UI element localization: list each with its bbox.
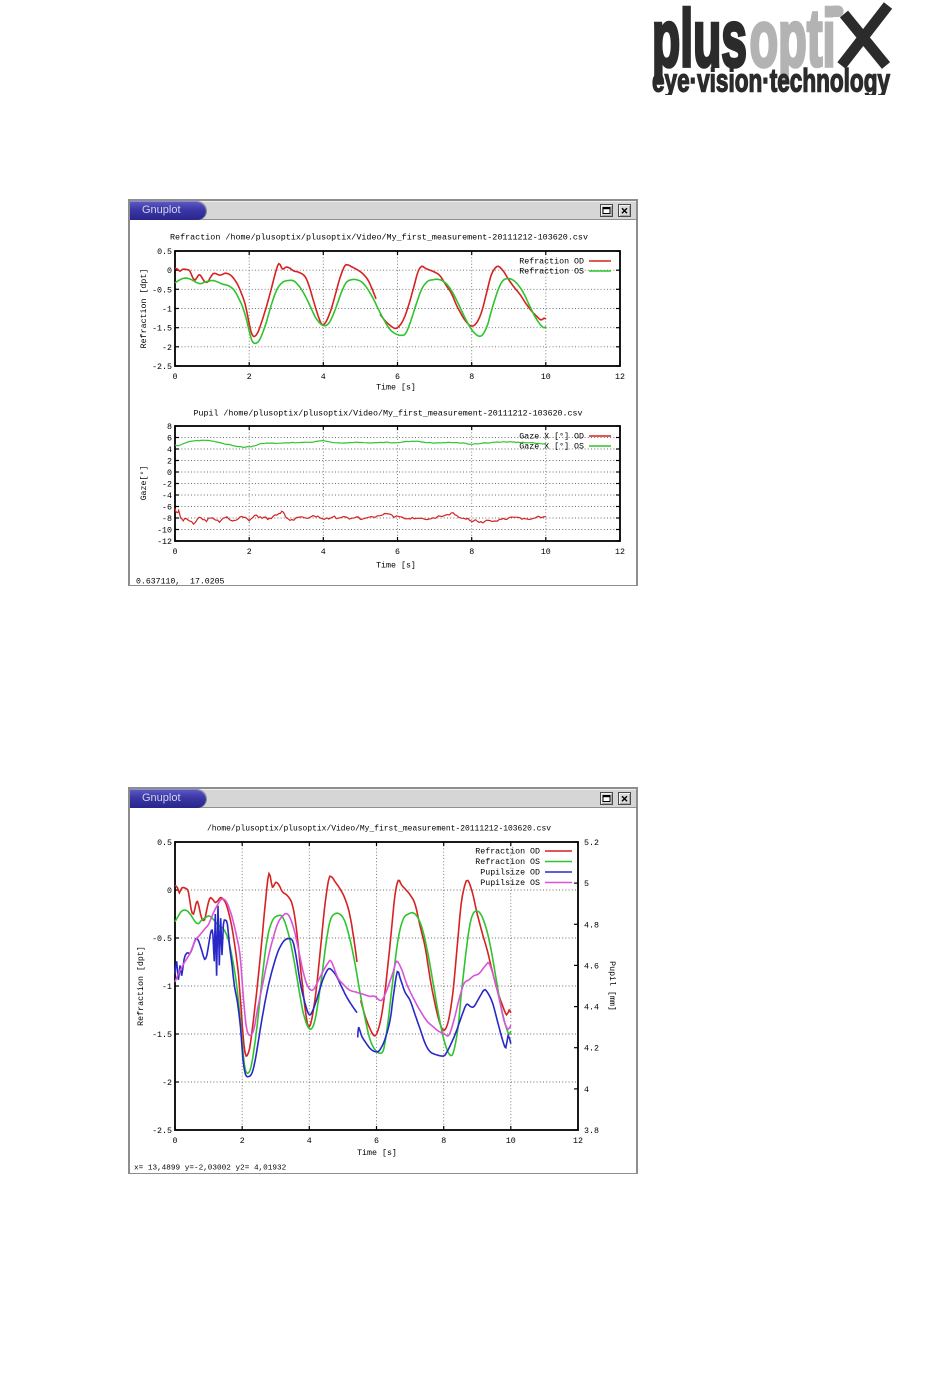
svg-text:-2: -2	[162, 481, 172, 490]
svg-text:10: 10	[541, 548, 551, 557]
svg-text:6: 6	[167, 435, 172, 444]
svg-text:Refraction OS: Refraction OS	[475, 857, 540, 867]
svg-text:-1.5: -1.5	[152, 1031, 172, 1040]
svg-text:Refraction OS: Refraction OS	[519, 267, 584, 277]
svg-text:eye·vision·technology: eye·vision·technology	[652, 62, 890, 95]
svg-text:0: 0	[173, 373, 178, 382]
svg-text:Time [s]: Time [s]	[376, 561, 416, 571]
svg-text:-8: -8	[162, 515, 172, 524]
svg-text:Refraction /home/plusoptix/plu: Refraction /home/plusoptix/plusoptix/Vid…	[170, 233, 588, 243]
svg-text:2: 2	[247, 548, 252, 557]
svg-text:6: 6	[395, 373, 400, 382]
svg-text:2: 2	[167, 458, 172, 467]
svg-text:Pupil [mm]: Pupil [mm]	[607, 961, 617, 1011]
svg-text:-12: -12	[157, 538, 172, 547]
svg-text:8: 8	[167, 423, 172, 432]
svg-text:2: 2	[240, 1137, 245, 1146]
svg-text:Gaze[°]: Gaze[°]	[139, 466, 149, 501]
svg-text:-10: -10	[157, 527, 172, 536]
svg-text:4: 4	[321, 548, 326, 557]
svg-text:0: 0	[167, 267, 172, 276]
svg-text:-2.5: -2.5	[152, 1127, 172, 1136]
svg-text:-1: -1	[162, 983, 172, 992]
svg-text:0.5: 0.5	[157, 248, 172, 257]
svg-text:-6: -6	[162, 504, 172, 513]
svg-text:-2: -2	[162, 344, 172, 353]
svg-text:5: 5	[584, 880, 589, 889]
svg-text:Gaze X [°] OS: Gaze X [°] OS	[519, 442, 584, 452]
svg-text:-1: -1	[162, 306, 172, 315]
svg-text:Time [s]: Time [s]	[376, 383, 416, 393]
svg-text:Time [s]: Time [s]	[357, 1148, 397, 1158]
svg-text:4.4: 4.4	[584, 1004, 599, 1013]
svg-text:4: 4	[307, 1137, 312, 1146]
svg-text:0.637110, 17.0205: 0.637110, 17.0205	[136, 577, 225, 585]
svg-text:0.5: 0.5	[157, 839, 172, 848]
svg-text:Refraction OD: Refraction OD	[475, 847, 540, 857]
svg-text:10: 10	[541, 373, 551, 382]
svg-text:10: 10	[506, 1137, 516, 1146]
svg-text:Refraction OD: Refraction OD	[519, 257, 584, 267]
svg-text:0: 0	[167, 887, 172, 896]
svg-text:Refraction [dpt]: Refraction [dpt]	[139, 269, 149, 349]
svg-text:4: 4	[584, 1086, 589, 1095]
svg-text:12: 12	[615, 373, 625, 382]
svg-text:plus: plus	[652, 0, 747, 84]
svg-text:0: 0	[173, 1137, 178, 1146]
svg-text:-4: -4	[162, 492, 172, 501]
svg-text:Pupilsize OS: Pupilsize OS	[480, 878, 540, 888]
svg-text:-0.5: -0.5	[152, 935, 172, 944]
svg-text:2: 2	[247, 373, 252, 382]
svg-text:0: 0	[167, 469, 172, 478]
svg-text:5.2: 5.2	[584, 839, 599, 848]
svg-text:3.8: 3.8	[584, 1127, 599, 1136]
svg-text:4.6: 4.6	[584, 962, 599, 971]
svg-text:8: 8	[441, 1137, 446, 1146]
svg-text:8: 8	[469, 548, 474, 557]
svg-text:x= 13,4899 y=-2,03002 y2= 4,01: x= 13,4899 y=-2,03002 y2= 4,01932	[134, 1165, 287, 1173]
svg-text:4.2: 4.2	[584, 1045, 599, 1054]
svg-text:-2.5: -2.5	[152, 363, 172, 372]
svg-text:6: 6	[374, 1137, 379, 1146]
svg-text:4: 4	[321, 373, 326, 382]
svg-text:4: 4	[167, 446, 172, 455]
svg-text:12: 12	[615, 548, 625, 557]
svg-text:opti: opti	[750, 0, 836, 84]
svg-text:-1.5: -1.5	[152, 325, 172, 334]
svg-text:-0.5: -0.5	[152, 286, 172, 295]
svg-text:4.8: 4.8	[584, 921, 599, 930]
svg-text:Pupilsize OD: Pupilsize OD	[480, 868, 540, 878]
svg-text:Refraction [dpt]: Refraction [dpt]	[136, 946, 146, 1026]
svg-text:/home/plusoptix/plusoptix/Vide: /home/plusoptix/plusoptix/Video/My_first…	[207, 823, 551, 833]
svg-text:6: 6	[395, 548, 400, 557]
svg-text:12: 12	[573, 1137, 583, 1146]
svg-text:-2: -2	[162, 1079, 172, 1088]
svg-text:0: 0	[173, 548, 178, 557]
svg-text:8: 8	[469, 373, 474, 382]
svg-text:Gaze X [°] OD: Gaze X [°] OD	[519, 432, 584, 442]
svg-text:Pupil /home/plusoptix/plusopti: Pupil /home/plusoptix/plusoptix/Video/My…	[194, 409, 583, 419]
